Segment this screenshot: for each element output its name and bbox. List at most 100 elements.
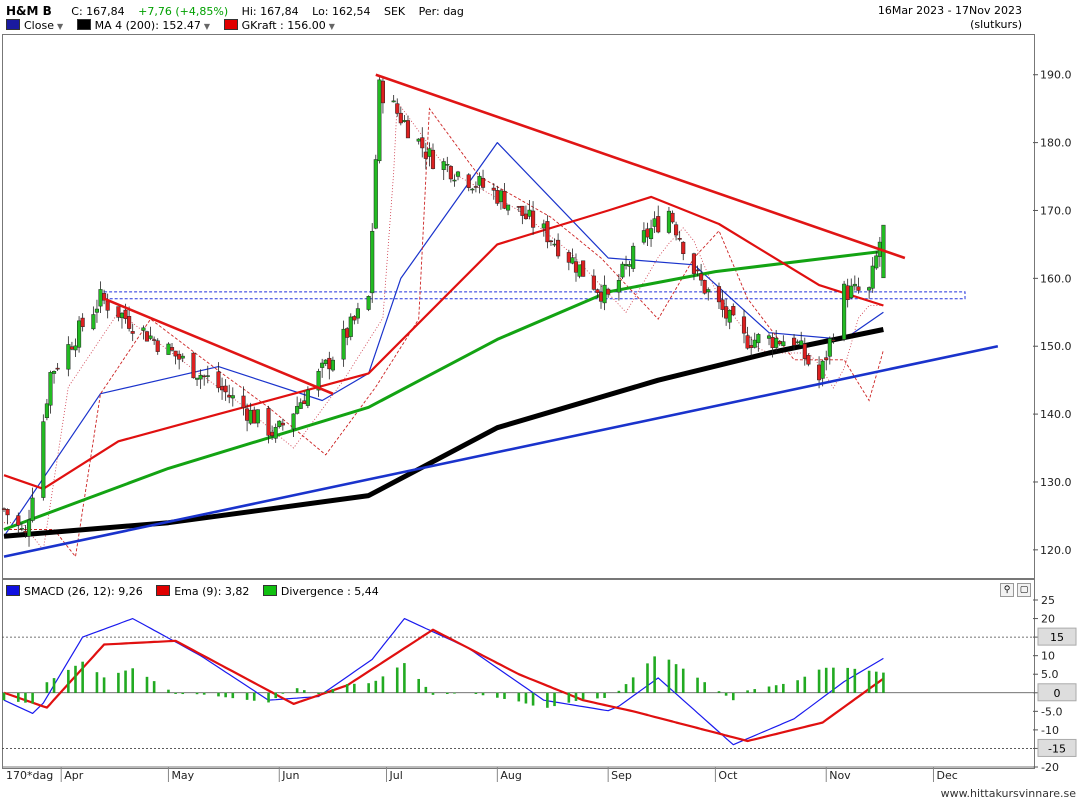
macd-ref-badge-label: -15 <box>1048 742 1066 755</box>
candle-body <box>30 497 35 521</box>
candle-body <box>591 275 596 290</box>
divergence-bar <box>453 692 456 694</box>
candle-body <box>277 420 282 427</box>
candle-body <box>831 339 836 342</box>
candle-body <box>570 257 575 264</box>
macd-ref-badge-label: 0 <box>1054 687 1061 700</box>
candle-body <box>727 309 732 323</box>
candle-body <box>127 316 132 329</box>
candle-body <box>430 149 436 169</box>
main-legend: Close ▼ MA 4 (200): 152.47 ▼ GKraft : 156.… <box>6 19 345 32</box>
y-tick-label: 160.0 <box>1040 272 1072 285</box>
y-tick-label: 150.0 <box>1040 340 1072 353</box>
legend-swatch <box>6 19 20 30</box>
candle-body <box>531 210 536 228</box>
candle-body <box>66 344 71 370</box>
candle-body <box>466 174 471 188</box>
candle-body <box>373 159 378 229</box>
series-line-gkraft <box>3 249 884 531</box>
y-tick-label: 140.0 <box>1040 408 1072 421</box>
legend-label: GKraft : 156.00 <box>241 19 326 32</box>
candle-body <box>345 328 350 338</box>
candle-body <box>255 409 260 424</box>
candle-body <box>577 264 582 277</box>
candle-body <box>5 509 10 516</box>
candle-body <box>69 346 74 350</box>
divergence-bar <box>774 685 778 693</box>
legend-divergence[interactable]: Divergence : 5,44 <box>262 585 379 598</box>
divergence-bar <box>624 684 628 693</box>
candle-body <box>194 377 200 380</box>
date-range: 16Mar 2023 - 17Nov 2023 <box>877 4 1022 17</box>
divergence-bar <box>267 692 270 703</box>
candle-body <box>223 385 228 393</box>
candle-body <box>699 273 704 281</box>
divergence-bar <box>202 692 206 695</box>
candle-body <box>370 230 375 294</box>
divergence-bar <box>531 692 535 706</box>
candle-body <box>177 353 182 360</box>
trendline <box>3 344 999 558</box>
macd-ref-badge <box>1037 627 1077 646</box>
x-tick-label: Aug <box>500 769 521 782</box>
zoom-icon[interactable]: ⚲ <box>1000 583 1014 597</box>
candle-body <box>427 148 432 157</box>
trendline <box>103 297 334 395</box>
series-line-ma200 <box>3 327 884 539</box>
candle-body <box>616 280 621 293</box>
y-tick-label: 130.0 <box>1040 476 1072 489</box>
divergence-bar <box>174 692 177 694</box>
divergence-bar <box>867 670 871 693</box>
low-value: Lo: 162,54 <box>312 5 371 18</box>
candle-body <box>706 289 711 293</box>
maximize-icon[interactable]: ▢ <box>1017 583 1031 597</box>
divergence-bar <box>617 690 621 693</box>
chevron-down-icon[interactable]: ▼ <box>203 22 211 31</box>
divergence-bar <box>424 686 428 693</box>
candle-body <box>766 335 772 339</box>
divergence-bar <box>95 672 99 693</box>
legend-ema[interactable]: Ema (9): 3,82 <box>156 585 249 598</box>
candle-body <box>173 350 178 357</box>
chevron-down-icon[interactable]: ▼ <box>328 22 335 31</box>
candle-body <box>48 372 53 406</box>
divergence-bar <box>52 678 56 693</box>
legend-gkraft[interactable]: GKraft : 156.00 ▼ <box>223 19 335 32</box>
legend-ma[interactable]: MA 4 (200): 152.47 ▼ <box>76 19 211 32</box>
candle-body <box>98 289 103 307</box>
close-value: C: 167,84 <box>71 5 125 18</box>
candle-body <box>455 171 461 177</box>
divergence-bar <box>731 692 735 701</box>
candle-body <box>180 355 185 359</box>
legend-smacd[interactable]: SMACD (26, 12): 9,26 <box>6 585 143 598</box>
macd-y-tick-label: -10 <box>1041 724 1059 737</box>
divergence-bar <box>274 692 277 699</box>
divergence-bar <box>217 692 220 697</box>
candle-body <box>595 289 600 293</box>
candle-body <box>316 370 321 391</box>
price-panel-frame <box>2 34 1035 579</box>
divergence-bar <box>631 677 635 693</box>
candle-body <box>73 345 78 351</box>
candle-body <box>445 164 450 166</box>
candle-body <box>856 286 861 291</box>
candle-body <box>123 309 128 319</box>
divergence-bar <box>331 689 335 693</box>
candle-body <box>330 359 335 371</box>
y-tick-label: 190.0 <box>1040 69 1072 82</box>
divergence-bar <box>431 692 435 695</box>
candle-body <box>245 408 250 421</box>
divergence-bar <box>703 682 706 693</box>
divergence-bar <box>832 667 835 693</box>
candle-body <box>102 293 107 301</box>
x-tick-label: Oct <box>718 769 738 782</box>
divergence-bar <box>152 681 156 693</box>
legend-close[interactable]: Close ▼ <box>6 19 63 32</box>
candle-body <box>227 395 232 398</box>
divergence-bar <box>231 692 235 699</box>
chevron-down-icon[interactable]: ▼ <box>56 22 64 31</box>
candle-body <box>248 409 253 424</box>
y-tick-label: 120.0 <box>1040 544 1072 557</box>
price-y-axis: 190.0 180.0 170.0 160.0 150.0 140.0 130.0 120.0 <box>1033 69 1072 557</box>
divergence-bar <box>302 690 306 693</box>
